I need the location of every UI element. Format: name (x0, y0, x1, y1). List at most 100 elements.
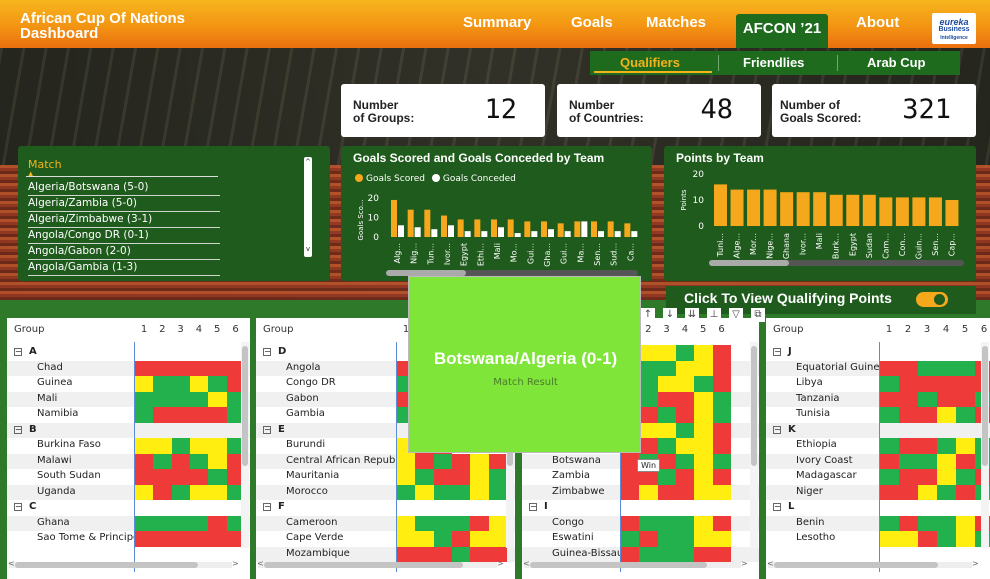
group-row[interactable]: − D (256, 345, 515, 361)
collapse-icon[interactable]: − (773, 502, 781, 511)
result-cell[interactable] (899, 469, 919, 485)
result-cell[interactable] (956, 360, 976, 376)
tab-arab-cup[interactable]: Arab Cup (867, 55, 926, 70)
result-cell[interactable] (208, 531, 227, 547)
match-slicer[interactable]: Match ▲ Algeria/Botswana (5-0) Algeria/Za… (18, 146, 330, 281)
result-cell[interactable] (451, 546, 471, 562)
team-row[interactable] (522, 407, 759, 423)
result-cell[interactable] (918, 531, 938, 547)
bar-goals-conceded[interactable] (598, 231, 604, 237)
result-cell[interactable] (208, 515, 227, 531)
result-cell[interactable] (918, 453, 938, 469)
bar-goals-scored[interactable] (441, 215, 447, 237)
result-cell[interactable] (208, 376, 227, 392)
result-cell[interactable] (937, 531, 957, 547)
result-cell[interactable] (639, 391, 659, 407)
group-row[interactable]: − K (766, 422, 990, 438)
matchday-column-header[interactable]: 3 (923, 324, 931, 335)
table-horizontal-scrollbar[interactable] (9, 562, 232, 568)
scroll-right-icon[interactable]: > (741, 559, 748, 568)
result-cell[interactable] (415, 546, 435, 562)
result-cell[interactable] (694, 438, 713, 454)
group-row[interactable]: − C (7, 500, 250, 516)
result-cell[interactable] (712, 515, 732, 531)
table-horizontal-scrollbar[interactable] (258, 562, 497, 568)
result-cell[interactable] (415, 484, 435, 500)
team-row[interactable]: Tanzania (766, 391, 990, 407)
scroll-right-icon[interactable]: > (232, 559, 239, 568)
result-cell[interactable] (657, 546, 677, 562)
result-cell[interactable] (621, 484, 640, 500)
result-cell[interactable] (451, 531, 471, 547)
result-cell[interactable] (675, 546, 695, 562)
bar-goals-conceded[interactable] (514, 233, 521, 237)
result-cell[interactable] (470, 484, 489, 500)
team-row[interactable]: Cameroon (256, 515, 515, 531)
scroll-thumb[interactable] (982, 346, 988, 466)
bar-points[interactable] (763, 189, 777, 226)
scroll-thumb[interactable] (242, 346, 248, 466)
matchday-column-header[interactable]: 6 (232, 324, 239, 335)
result-cell[interactable] (918, 391, 938, 407)
bar-goals-conceded[interactable] (431, 229, 438, 237)
result-cell[interactable] (189, 469, 209, 485)
slicer-item[interactable]: Algeria/Zambia (5-0) (28, 196, 220, 212)
result-cell[interactable] (488, 515, 508, 531)
result-cell[interactable] (899, 407, 919, 423)
bar-goals-scored[interactable] (574, 221, 581, 237)
result-cell[interactable] (171, 484, 191, 500)
result-cell[interactable] (639, 546, 659, 562)
bar-points[interactable] (813, 192, 827, 226)
result-cell[interactable] (937, 360, 957, 376)
result-cell[interactable] (694, 515, 713, 531)
result-cell[interactable] (657, 469, 677, 485)
team-row[interactable]: Zambia (522, 469, 759, 485)
result-cell[interactable] (956, 438, 976, 454)
matchday-column-header[interactable]: 3 (177, 324, 184, 335)
result-cell[interactable] (451, 484, 471, 500)
result-cell[interactable] (397, 469, 416, 485)
result-cell[interactable] (226, 407, 246, 423)
drill-up-icon[interactable]: ↑ (641, 308, 655, 322)
result-cell[interactable] (956, 469, 976, 485)
scroll-thumb[interactable] (530, 562, 707, 568)
result-cell[interactable] (657, 391, 677, 407)
result-cell[interactable] (675, 469, 695, 485)
result-cell[interactable] (208, 453, 227, 469)
result-cell[interactable] (171, 360, 191, 376)
result-cell[interactable] (135, 438, 154, 454)
table-horizontal-scrollbar[interactable] (524, 562, 741, 568)
result-cell[interactable] (712, 438, 732, 454)
result-cell[interactable] (880, 515, 900, 531)
result-cell[interactable] (956, 531, 976, 547)
team-row[interactable]: Equatorial Guinea (766, 360, 990, 376)
result-cell[interactable] (153, 515, 173, 531)
bar-goals-scored[interactable] (491, 219, 497, 237)
matchday-column-header[interactable]: 2 (645, 324, 652, 335)
bar-goals-conceded[interactable] (548, 229, 554, 237)
result-cell[interactable] (226, 453, 246, 469)
bar-goals-conceded[interactable] (498, 227, 504, 237)
expand-icon[interactable]: ⇊ (685, 308, 699, 322)
result-cell[interactable] (639, 438, 659, 454)
collapse-icon[interactable]: − (773, 424, 781, 434)
bar-goals-scored[interactable] (607, 221, 614, 237)
matchday-column-header[interactable]: 5 (961, 324, 969, 335)
result-cell[interactable] (918, 360, 938, 376)
result-cell[interactable] (135, 360, 154, 376)
result-cell[interactable] (712, 531, 732, 547)
team-row[interactable]: Guinea (7, 376, 250, 392)
team-row[interactable]: Cape Verde (256, 531, 515, 547)
matchday-column-header[interactable]: 6 (718, 324, 725, 335)
result-cell[interactable] (694, 391, 713, 407)
matchday-column-header[interactable]: 1 (402, 324, 410, 335)
team-row[interactable]: Madagascar (766, 469, 990, 485)
result-cell[interactable] (712, 360, 732, 376)
slicer-item[interactable]: Algeria/Zimbabwe (3-1) (28, 212, 220, 228)
bar-points[interactable] (714, 184, 727, 226)
collapse-icon[interactable]: − (529, 502, 537, 511)
scroll-right-icon[interactable]: > (972, 559, 979, 568)
result-cell[interactable] (675, 438, 695, 454)
team-row[interactable]: Zimbabwe (522, 484, 759, 500)
result-cell[interactable] (639, 422, 659, 438)
